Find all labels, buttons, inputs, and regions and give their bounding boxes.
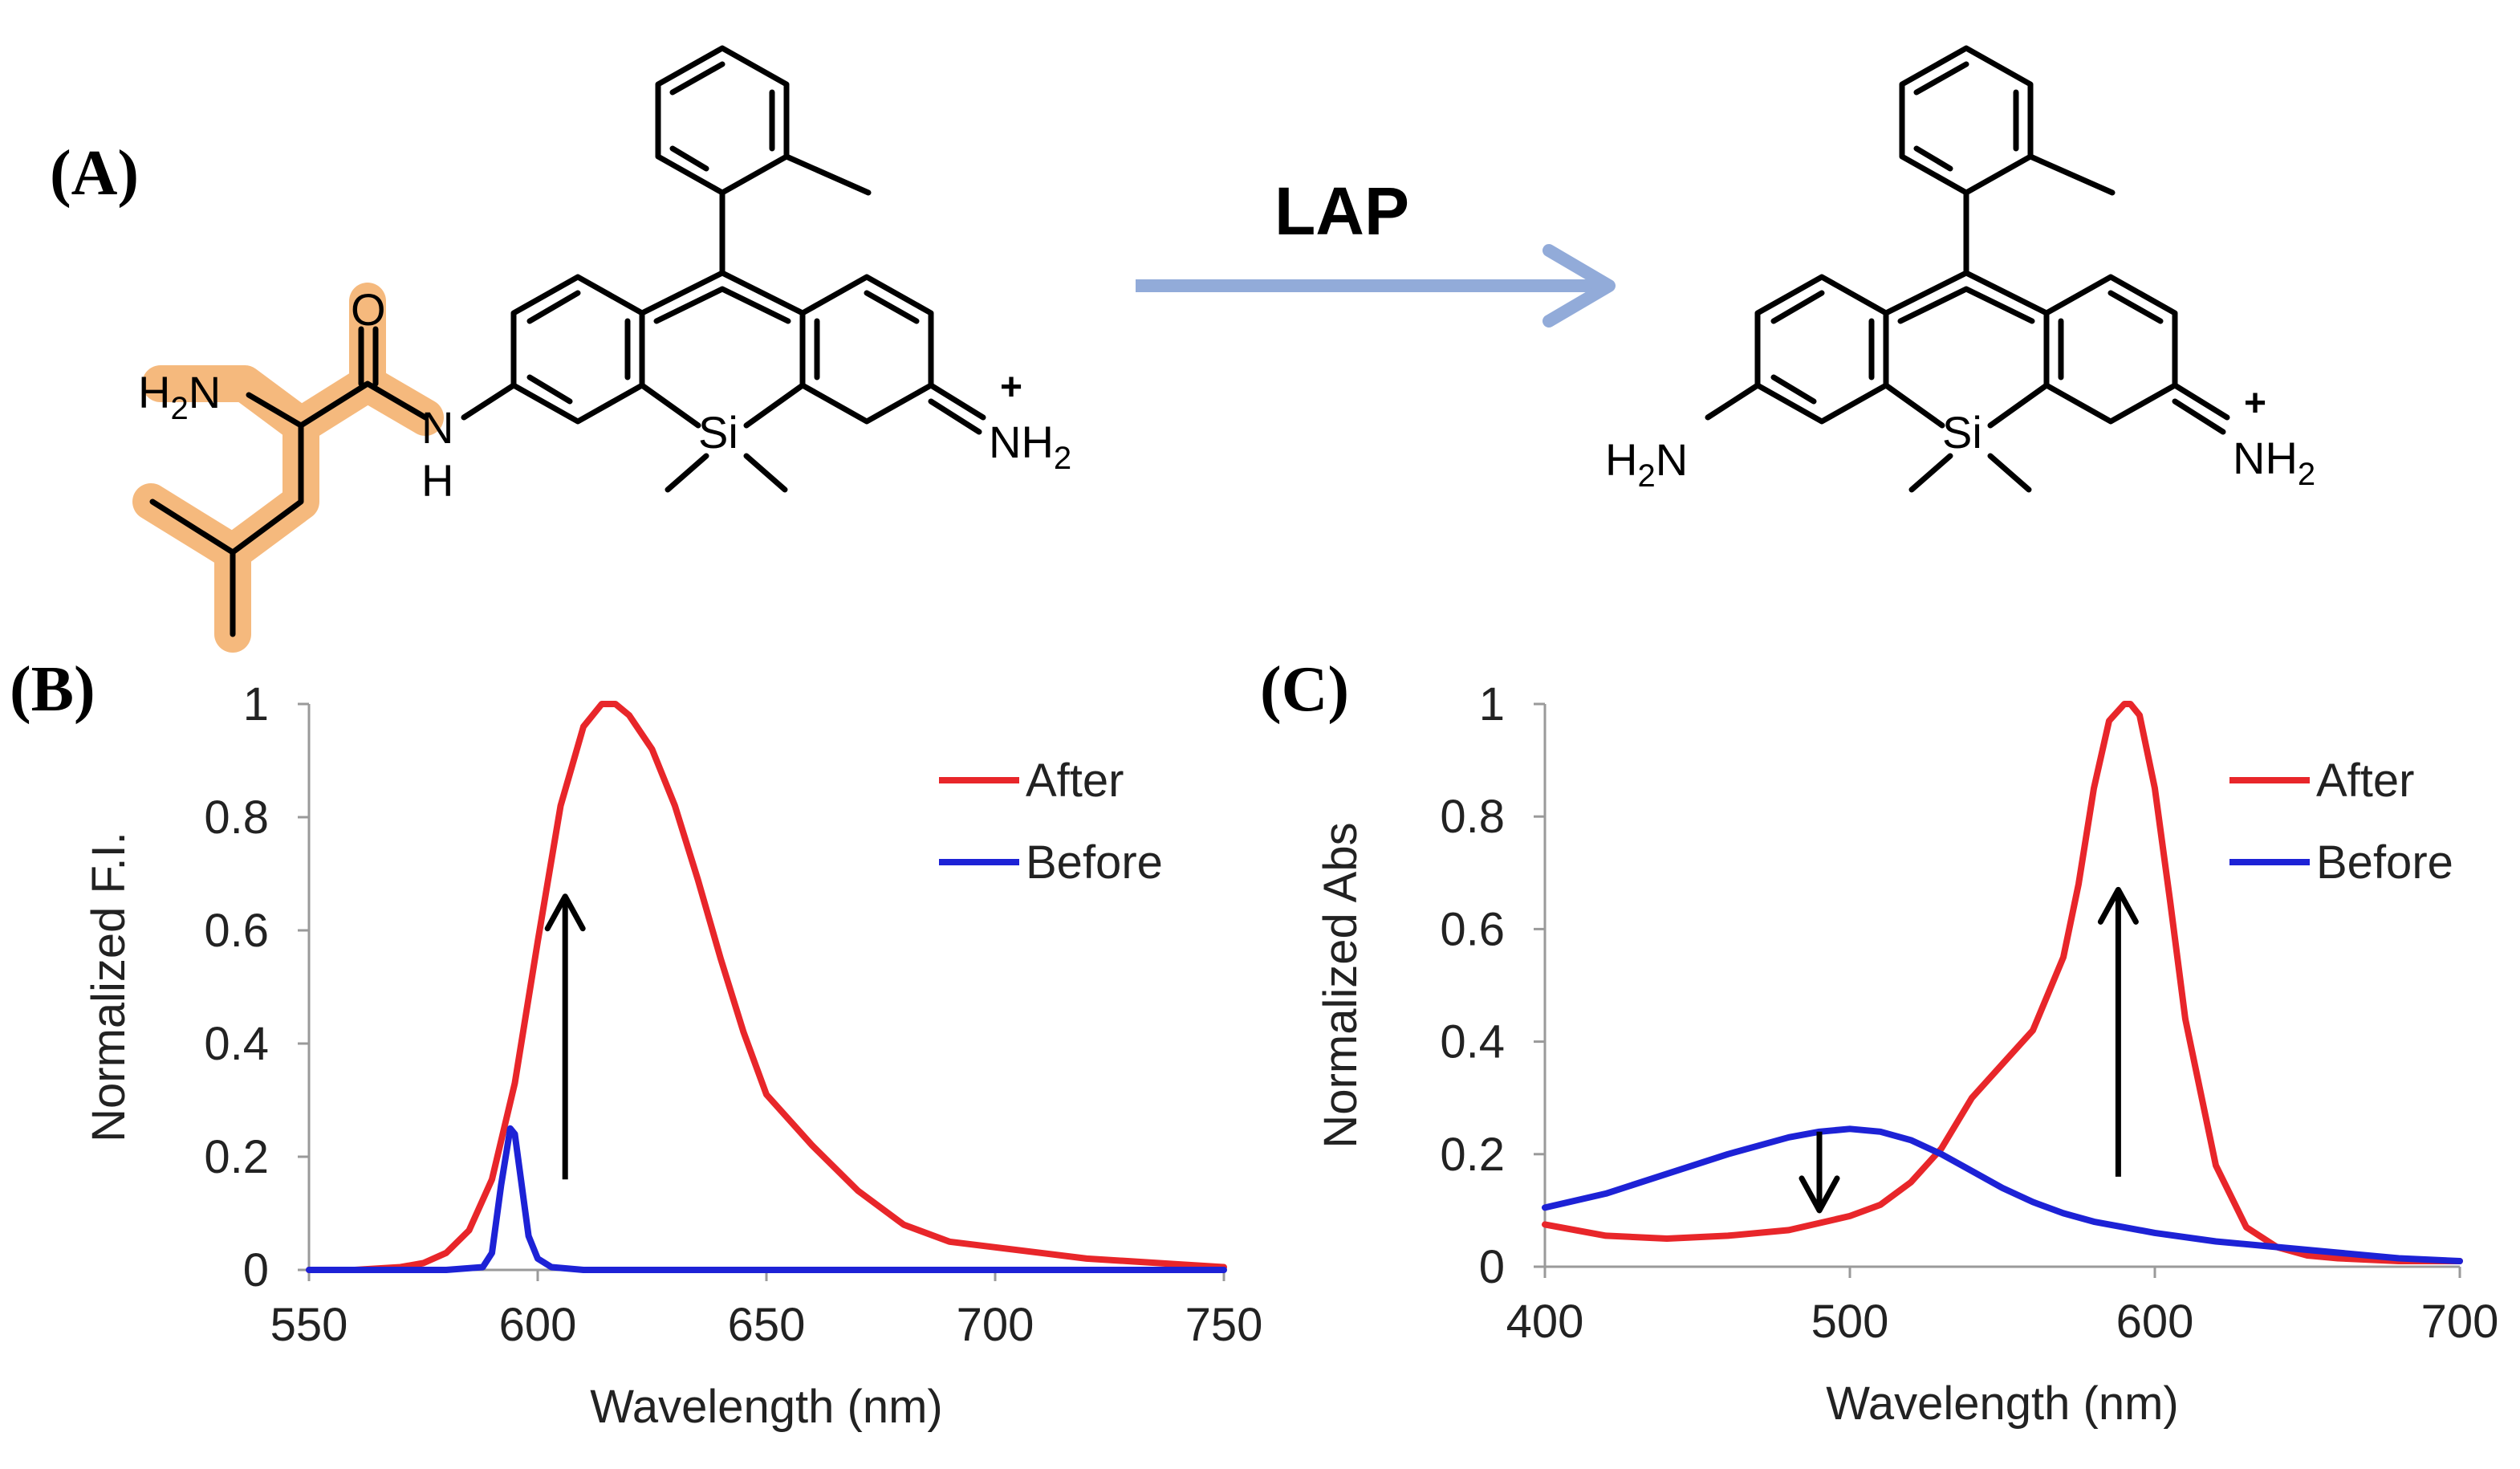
left-ring-inner <box>526 290 631 405</box>
series-line-after <box>306 701 1227 1273</box>
product-tolyl-inner <box>1913 61 2019 172</box>
left-ring <box>510 274 645 425</box>
x-tick-label: 550 <box>270 1299 348 1351</box>
series-line-after <box>1542 701 2463 1264</box>
product-amine-bond <box>1705 382 1761 421</box>
y-tick-label: 0.8 <box>1440 791 1505 843</box>
x-tick-label: 600 <box>499 1299 577 1351</box>
product-left-ring-inner <box>1770 290 1875 405</box>
up-arrow-head <box>2097 886 2139 925</box>
x-tick-label: 700 <box>2421 1296 2499 1348</box>
product-right-ring-inner <box>2058 290 2164 380</box>
panel-a-label: (A) <box>50 138 139 209</box>
leucine-highlight <box>132 283 444 653</box>
product-atom-si: Si <box>1942 407 1982 458</box>
series-line-before <box>306 1125 1227 1273</box>
chart-c: 0 0.2 0.4 0.6 0.8 1 400 500 600 700 Wavelength (nm… <box>1315 678 2498 1430</box>
product-si-methyls <box>1908 453 2032 493</box>
panel-b-label: (B) <box>10 654 96 725</box>
atom-h2n: H2N <box>138 367 221 426</box>
x-tick-label: 650 <box>728 1299 806 1351</box>
panel-b: (B) 0 0.2 0.4 0.6 0.8 1 550 600 650 700 750 Wavelen… <box>10 654 1262 1433</box>
product-atom-iminium: NH2 <box>2233 433 2315 492</box>
product-charge-plus: + <box>2244 382 2266 425</box>
atom-amide-h: H <box>421 455 453 506</box>
y-axis-title: Normalized Abs <box>1315 822 1367 1148</box>
atom-amide-n: N <box>421 402 453 453</box>
y-tick-label: 0.2 <box>1440 1129 1505 1181</box>
y-tick-label: 0.6 <box>1440 903 1505 955</box>
amide-ring-bond <box>461 382 517 421</box>
central-ring <box>639 270 806 429</box>
tolyl-inner <box>669 61 775 172</box>
x-axis-title: Wavelength (nm) <box>1826 1377 2178 1430</box>
y-tick-label: 1 <box>243 678 269 730</box>
down-arrow-head <box>1799 1175 1840 1214</box>
x-tick-label: 700 <box>957 1299 1034 1351</box>
panel-c-label: (C) <box>1260 654 1349 725</box>
y-tick-label: 0.4 <box>204 1018 269 1070</box>
y-tick-label: 0.8 <box>204 791 269 844</box>
product-central-ring <box>1883 270 2050 429</box>
central-double <box>653 286 791 324</box>
legend-label-after: After <box>2316 755 2415 807</box>
x-tick-label: 600 <box>2116 1296 2194 1348</box>
tolyl-ring <box>655 45 790 196</box>
legend-label-before: Before <box>2316 836 2453 889</box>
legend-label-before: Before <box>1026 836 1163 889</box>
product-tolyl-ring <box>1899 45 2034 196</box>
x-tick-label: 400 <box>1506 1296 1584 1348</box>
x-tick-label: 500 <box>1811 1296 1889 1348</box>
charge-plus: + <box>1000 366 1022 409</box>
carbonyl-bond <box>358 326 379 387</box>
y-axis-title: Normalized F.I. <box>83 832 135 1142</box>
y-tick-label: 0 <box>243 1244 269 1296</box>
product-right-ring <box>2043 274 2178 425</box>
series-line-before <box>1542 1125 2463 1264</box>
iminium-bond <box>928 382 986 435</box>
atom-iminium: NH2 <box>989 417 1071 476</box>
product-left-ring <box>1754 274 1889 425</box>
x-axis-title: Wavelength (nm) <box>590 1381 942 1433</box>
substrate-molecule: O H2N N H Si <box>132 45 1071 653</box>
product-molecule: H2N Si NH2 + <box>1605 45 2315 494</box>
y-tick-label: 0.4 <box>1440 1016 1505 1068</box>
atom-o: O <box>351 284 386 335</box>
y-tick-label: 0.6 <box>204 905 269 957</box>
right-ring-inner <box>814 290 920 380</box>
x-tick-label: 750 <box>1185 1299 1263 1351</box>
arrow-head <box>1542 244 1616 328</box>
panel-a: (A) O H2N N H <box>50 45 2315 653</box>
chart-b: 0 0.2 0.4 0.6 0.8 1 550 600 650 700 750 Wavelength … <box>83 678 1262 1433</box>
reaction-arrow: LAP <box>1136 173 1616 328</box>
product-iminium-bond <box>2172 382 2230 435</box>
y-tick-label: 1 <box>1479 678 1505 730</box>
product-tolyl-methyl <box>2027 153 2116 196</box>
tolyl-methyl <box>783 153 872 196</box>
right-ring <box>799 274 934 425</box>
si-methyls <box>665 453 788 493</box>
atom-si: Si <box>698 407 738 458</box>
y-tick-label: 0.2 <box>204 1131 269 1183</box>
up-arrow-head <box>544 893 586 932</box>
product-atom-h2n: H2N <box>1605 434 1688 494</box>
y-tick-label: 0 <box>1479 1241 1505 1293</box>
reagent-label: LAP <box>1274 173 1409 249</box>
product-central-double <box>1897 286 2035 324</box>
leucine-bonds <box>149 380 429 637</box>
panel-c: (C) 0 0.2 0.4 0.6 0.8 1 400 500 600 700 Wavelength… <box>1260 654 2498 1430</box>
legend-label-after: After <box>1026 755 1124 807</box>
